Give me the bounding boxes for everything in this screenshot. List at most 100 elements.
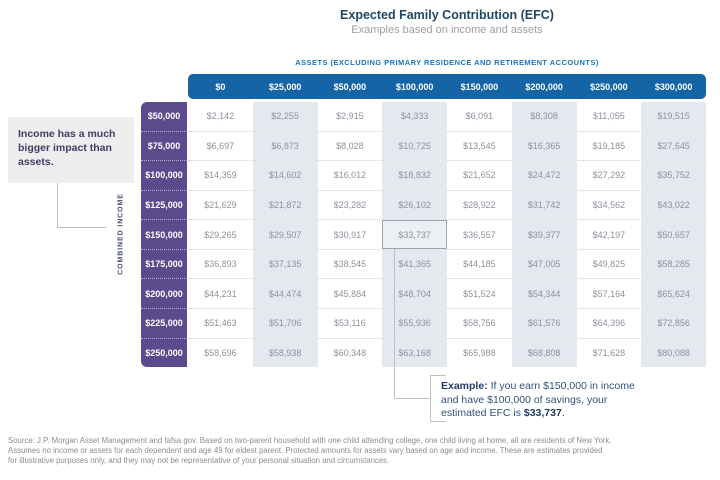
assets-header-row: $0 $25,000 $50,000 $100,000 $150,000 $200,000… <box>188 74 706 99</box>
efc-cell: $34,562 <box>592 199 626 210</box>
efc-cell: $29,507 <box>252 220 318 249</box>
income-row-header: $150,000 <box>141 220 187 250</box>
callout-connector-line-vertical <box>57 183 58 227</box>
efc-cell: $6,873 <box>252 131 318 161</box>
efc-cell: $80,088 <box>641 338 706 368</box>
efc-cell: $23,282 <box>333 199 367 210</box>
income-row-header: $125,000 <box>141 191 187 221</box>
table-row: $44,231 $44,474 $45,884 $48,704 $51,524 $54,3… <box>188 279 706 309</box>
efc-cell: $28,922 <box>463 199 496 210</box>
efc-cell: $14,359 <box>204 170 237 181</box>
efc-cell: $44,231 <box>204 288 237 299</box>
efc-cell: $2,255 <box>252 102 318 131</box>
income-column: $50,000 $75,000 $100,000 $125,000 $150,000 $1… <box>141 102 187 367</box>
efc-cell: $16,012 <box>333 170 367 181</box>
example-connector-line-horizontal <box>394 398 430 399</box>
efc-cell: $13,545 <box>463 140 496 151</box>
efc-cell: $47,005 <box>511 249 577 279</box>
efc-cell: $65,624 <box>641 279 706 308</box>
efc-cell: $38,545 <box>333 259 367 270</box>
efc-cell: $8,308 <box>511 102 577 131</box>
example-body: If you earn $150,000 in income and have … <box>441 380 635 419</box>
efc-cell: $24,472 <box>511 161 577 190</box>
efc-cell: $29,265 <box>204 229 237 240</box>
source-footnote: Source: J.P. Morgan Asset Management and… <box>8 436 714 465</box>
example-label: Example: <box>441 380 488 392</box>
efc-cell: $49,825 <box>592 259 626 270</box>
income-row-header: $200,000 <box>141 279 187 309</box>
asset-column-header: $200,000 <box>525 81 563 92</box>
efc-cell: $65,988 <box>463 347 496 358</box>
efc-cell: $30,917 <box>333 229 367 240</box>
footnote-line: Assumes no income or assets for each dep… <box>8 445 603 455</box>
efc-cell: $10,725 <box>382 131 447 161</box>
callout-text: Income has a much bigger impact than ass… <box>18 128 116 168</box>
efc-cell: $19,185 <box>592 140 626 151</box>
efc-cell: $42,197 <box>592 229 626 240</box>
efc-cell: $8,028 <box>336 140 364 151</box>
assets-group-label: ASSETS (EXCLUDING PRIMARY RESIDENCE AND … <box>295 58 599 67</box>
page-title: Expected Family Contribution (EFC) <box>340 8 554 22</box>
efc-cell: $72,856 <box>641 308 706 338</box>
example-bracket-top-arm <box>430 375 446 376</box>
efc-cell: $51,524 <box>463 288 496 299</box>
efc-cell: $54,344 <box>511 279 577 308</box>
efc-cell-highlighted: $33,737 <box>382 220 447 249</box>
income-row-header: $75,000 <box>141 132 187 162</box>
efc-cell: $6,091 <box>465 111 494 122</box>
efc-cell: $51,706 <box>252 308 318 338</box>
income-row-header: $50,000 <box>141 102 187 132</box>
asset-column-header: $250,000 <box>590 81 628 92</box>
efc-cell: $21,629 <box>204 199 237 210</box>
efc-cell: $2,142 <box>206 111 235 122</box>
asset-column-header: $100,000 <box>395 81 434 92</box>
efc-cell: $18,832 <box>382 161 447 190</box>
efc-cell: $14,602 <box>252 161 318 190</box>
efc-cell: $58,756 <box>463 318 496 329</box>
efc-cell: $50,657 <box>641 220 706 249</box>
efc-cell: $39,377 <box>511 220 577 249</box>
efc-cell: $58,938 <box>252 338 318 368</box>
efc-cell: $43,022 <box>641 190 706 220</box>
asset-column-header: $0 <box>215 81 226 92</box>
footnote-line: Source: J.P. Morgan Asset Management and… <box>8 436 612 445</box>
income-row-header: $100,000 <box>141 161 187 191</box>
efc-cell: $21,872 <box>252 190 318 220</box>
efc-cell: $58,696 <box>204 347 237 358</box>
asset-column-header: $50,000 <box>333 81 367 92</box>
callout-connector-line-horizontal <box>57 227 106 228</box>
efc-cell: $16,365 <box>511 131 577 161</box>
efc-cell: $44,474 <box>252 279 318 308</box>
table-row: $21,629 $21,872 $23,282 $26,102 $28,922 $31,7… <box>188 190 706 221</box>
efc-cell: $4,333 <box>382 102 447 131</box>
example-efc-value: $33,737 <box>523 407 562 419</box>
efc-cell: $68,808 <box>511 338 577 368</box>
efc-cell: $6,697 <box>206 140 235 151</box>
efc-cell: $11,055 <box>592 111 625 122</box>
efc-cell: $61,576 <box>511 308 577 338</box>
table-row: $29,265 $29,507 $30,917 $33,737 $36,557 $39,3… <box>188 220 706 250</box>
footnote-line: for illustrative purposes only, and they… <box>8 455 390 465</box>
income-row-header: $175,000 <box>141 250 187 280</box>
efc-cell: $55,936 <box>382 308 447 338</box>
example-note: Example: If you earn $150,000 in income … <box>441 380 646 421</box>
efc-cell: $58,285 <box>641 249 706 279</box>
efc-cell: $35,752 <box>641 161 706 190</box>
table-row: $6,697 $6,873 $8,028 $10,725 $13,545 $16,365 $… <box>188 131 706 162</box>
example-period: . <box>561 407 565 419</box>
income-row-header: $250,000 <box>145 347 183 358</box>
efc-cell: $51,463 <box>204 318 237 329</box>
efc-cell: $19,515 <box>641 102 706 131</box>
asset-column-header: $300,000 <box>654 81 693 92</box>
income-impact-callout: Income has a much bigger impact than ass… <box>8 117 134 183</box>
efc-cell: $26,102 <box>382 190 447 220</box>
efc-cell: $60,348 <box>333 347 367 358</box>
table-row: $58,696 $58,938 $60,348 $63,168 $65,988 $68,8… <box>188 338 706 368</box>
efc-cell: $48,704 <box>382 279 447 308</box>
efc-cell: $36,893 <box>204 259 237 270</box>
efc-cell: $21,652 <box>463 170 496 181</box>
efc-cell: $64,396 <box>592 318 626 329</box>
asset-column-header: $150,000 <box>460 81 499 92</box>
efc-table: $2,142 $2,255 $2,915 $4,333 $6,091 $8,308 $11,… <box>188 102 706 368</box>
efc-cell: $27,292 <box>592 170 626 181</box>
